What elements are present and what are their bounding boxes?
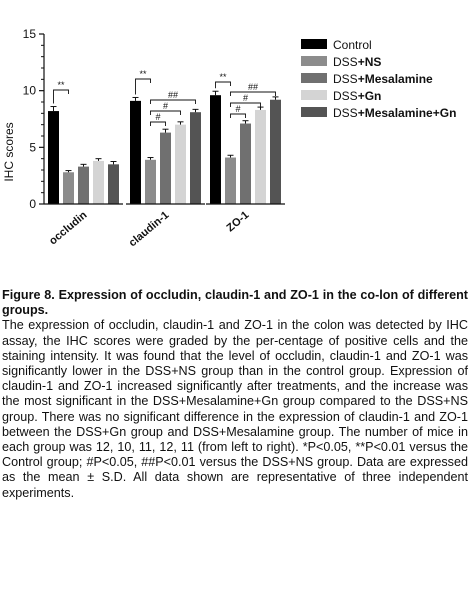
significance-bracket	[135, 78, 151, 95]
bar	[93, 160, 104, 204]
bar	[175, 124, 186, 204]
significance-bracket	[150, 121, 166, 126]
significance-bracket	[215, 81, 231, 89]
significance-bracket	[53, 89, 69, 104]
significance-bracket	[230, 91, 276, 96]
y-axis-label: IHC scores	[2, 122, 16, 181]
bar	[63, 172, 74, 204]
y-tick-label: 10	[23, 84, 37, 98]
legend-swatch	[301, 73, 327, 83]
y-axis: 0 5 10 15	[23, 27, 45, 211]
legend-swatch	[301, 39, 327, 49]
significance-label: ##	[248, 82, 258, 92]
significance-label: **	[57, 80, 65, 90]
y-tick-label: 5	[29, 140, 36, 154]
significance-annotations: ****####**####	[53, 69, 276, 126]
significance-label: #	[163, 101, 168, 111]
legend-label: DSS+Gn	[333, 89, 381, 103]
significance-bracket	[230, 113, 246, 118]
bar	[160, 132, 171, 204]
y-tick-label: 15	[23, 27, 37, 41]
bar	[255, 109, 266, 204]
significance-label: #	[235, 104, 240, 114]
significance-label: #	[155, 112, 160, 122]
significance-bracket	[150, 110, 181, 115]
bar	[210, 95, 221, 204]
bar	[145, 159, 156, 204]
figure-caption: Figure 8. Expression of occludin, claudi…	[2, 288, 468, 501]
caption-body: The expression of occludin, claudin-1 an…	[2, 318, 468, 500]
bar	[270, 99, 281, 204]
bar	[48, 111, 59, 204]
significance-label: #	[243, 93, 248, 103]
x-tick-label: ZO-1	[225, 209, 252, 234]
x-tick-label: claudin-1	[127, 209, 172, 249]
x-axis: occludin claudin-1 ZO-1	[44, 203, 285, 249]
caption-title: Figure 8. Expression of occludin, claudi…	[2, 288, 468, 318]
significance-bracket	[230, 102, 261, 107]
legend-swatch	[301, 107, 327, 117]
legend-swatch	[301, 56, 327, 66]
bar	[130, 100, 141, 204]
legend-label: Control	[333, 38, 372, 52]
significance-label: ##	[168, 90, 178, 100]
error-bars	[50, 90, 279, 173]
bars	[48, 95, 281, 204]
bar	[78, 166, 89, 204]
bar	[225, 157, 236, 204]
legend-swatch	[301, 90, 327, 100]
x-tick-label: occludin	[47, 209, 90, 247]
bar	[108, 164, 119, 204]
legend: Control DSS+NS DSS+Mesalamine DSS+Gn DSS+Mes…	[301, 38, 456, 120]
significance-label: **	[139, 69, 147, 79]
bar	[190, 112, 201, 204]
legend-label: DSS+NS	[333, 55, 381, 69]
legend-label: DSS+Mesalamine+Gn	[333, 106, 456, 120]
bar	[240, 123, 251, 204]
significance-label: **	[219, 72, 227, 82]
significance-bracket	[150, 99, 196, 104]
y-tick-label: 0	[29, 197, 36, 211]
legend-label: DSS+Mesalamine	[333, 72, 433, 86]
